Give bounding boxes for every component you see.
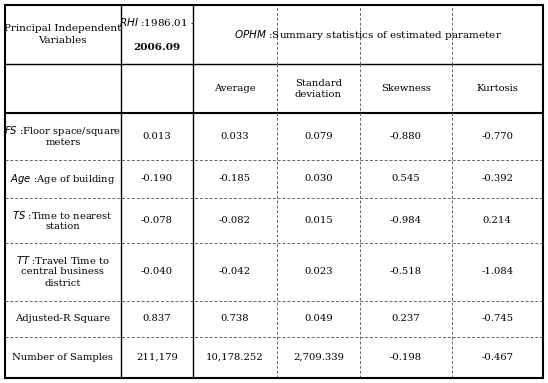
Text: 0.079: 0.079 [304, 132, 333, 141]
Text: -0.984: -0.984 [390, 216, 422, 225]
Text: -0.198: -0.198 [390, 353, 422, 362]
Text: -0.467: -0.467 [481, 353, 513, 362]
Text: 0.030: 0.030 [304, 174, 333, 183]
Text: -0.185: -0.185 [219, 174, 251, 183]
Text: Adjusted-R Square: Adjusted-R Square [15, 314, 111, 323]
Text: 2006.09: 2006.09 [133, 43, 180, 52]
Text: 0.545: 0.545 [391, 174, 420, 183]
Text: 0.738: 0.738 [221, 314, 249, 323]
Text: 0.237: 0.237 [391, 314, 420, 323]
Text: Principal Independent
Variables: Principal Independent Variables [4, 25, 122, 45]
Text: -0.518: -0.518 [390, 267, 422, 276]
Text: -0.078: -0.078 [141, 216, 173, 225]
Text: 0.837: 0.837 [142, 314, 172, 323]
Text: Standard
deviation: Standard deviation [295, 79, 342, 99]
Text: Kurtosis: Kurtosis [476, 84, 518, 93]
Text: 2,709.339: 2,709.339 [293, 353, 344, 362]
Text: Average: Average [214, 84, 256, 93]
Text: -0.880: -0.880 [390, 132, 422, 141]
Text: Number of Samples: Number of Samples [13, 353, 113, 362]
Text: station: station [45, 222, 80, 231]
Text: 0.015: 0.015 [304, 216, 333, 225]
Text: -0.082: -0.082 [219, 216, 251, 225]
Text: central business: central business [21, 267, 104, 276]
Text: 211,179: 211,179 [136, 353, 178, 362]
Text: 0.033: 0.033 [221, 132, 249, 141]
Text: $\mathit{TT}$ :Travel Time to: $\mathit{TT}$ :Travel Time to [16, 254, 110, 266]
Text: $\mathit{FS}$ :Floor space/square: $\mathit{FS}$ :Floor space/square [4, 124, 122, 138]
Text: -0.770: -0.770 [481, 132, 513, 141]
Text: 0.023: 0.023 [304, 267, 333, 276]
Text: $\mathit{Age}$ :Age of building: $\mathit{Age}$ :Age of building [10, 172, 116, 186]
Text: $\mathbf{\mathit{OPHM}}$ :Summary statistics of estimated parameter: $\mathbf{\mathit{OPHM}}$ :Summary statis… [234, 28, 502, 42]
Text: -0.190: -0.190 [141, 174, 173, 183]
Text: meters: meters [45, 138, 81, 147]
Text: district: district [44, 279, 81, 288]
Text: -0.745: -0.745 [481, 314, 513, 323]
Text: -0.040: -0.040 [141, 267, 173, 276]
Text: -0.392: -0.392 [481, 174, 513, 183]
Text: -1.084: -1.084 [481, 267, 513, 276]
Text: 0.049: 0.049 [304, 314, 333, 323]
Text: 0.214: 0.214 [483, 216, 512, 225]
Text: Skewness: Skewness [381, 84, 431, 93]
Text: $\mathit{TS}$ :Time to nearest: $\mathit{TS}$ :Time to nearest [13, 209, 113, 221]
Text: -0.042: -0.042 [219, 267, 251, 276]
Text: $\mathbf{\mathit{RHI}}$ :1986.01 -: $\mathbf{\mathit{RHI}}$ :1986.01 - [119, 16, 195, 28]
Text: 10,178.252: 10,178.252 [206, 353, 264, 362]
Text: 0.013: 0.013 [142, 132, 172, 141]
